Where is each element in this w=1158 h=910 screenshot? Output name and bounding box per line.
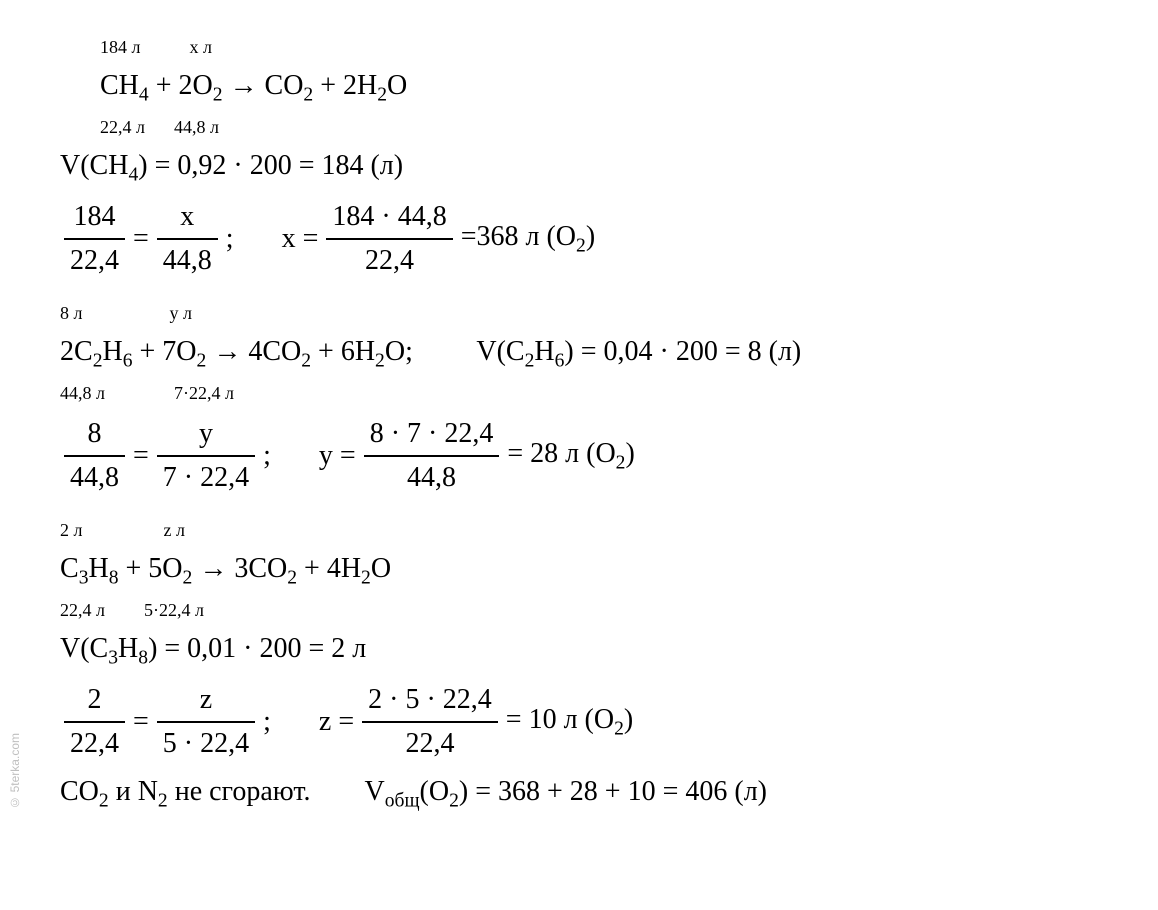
semicolon: ; <box>263 701 271 743</box>
eq1-bot-right: 44,8 л <box>174 117 219 137</box>
result-1: =368 л (O2) <box>461 216 595 261</box>
eq1-top-left: 184 л <box>100 37 140 57</box>
eq1-top-annotations: 184 л х л <box>60 34 1118 61</box>
eq1-reaction: CH4 + 2O2 → CO2 + 2H2O <box>60 65 1118 110</box>
equals: = <box>133 435 149 477</box>
eq2-top-left: 8 л <box>60 303 82 323</box>
frac3a: 2 22,4 <box>64 679 125 765</box>
eq2-bot-annotations: 44,8 л 7·22,4 л <box>60 380 1118 407</box>
frac1b: x 44,8 <box>157 196 218 282</box>
volume-c3h8: V(C3H8) = 0,01 · 200 = 2 л <box>60 628 1118 673</box>
frac2c: 8 · 7 · 22,4 44,8 <box>364 413 500 499</box>
final-left: CO2 и N2 не сгорают. <box>60 776 310 807</box>
eq3-top-annotations: 2 л z л <box>60 517 1118 544</box>
eq3-top-right: z л <box>163 520 184 540</box>
final-line: CO2 и N2 не сгорают. Vобщ(O2) = 368 + 28… <box>60 771 1118 816</box>
result-3: = 10 л (O2) <box>506 699 633 744</box>
watermark: © 5terka.com <box>6 733 24 810</box>
eq2-bot-right: 7·22,4 л <box>174 383 234 403</box>
var-x: x = <box>282 218 319 260</box>
eq1-top-right: х л <box>189 37 211 57</box>
proportion-1: 184 22,4 = x 44,8 ; x = 184 · 44,8 22,4 … <box>60 196 1118 282</box>
frac1c: 184 · 44,8 22,4 <box>326 196 452 282</box>
final-right: Vобщ(O2) = 368 + 28 + 10 = 406 (л) <box>364 776 767 807</box>
eq3-bot-annotations: 22,4 л 5·22,4 л <box>60 597 1118 624</box>
frac1a: 184 22,4 <box>64 196 125 282</box>
semicolon: ; <box>263 435 271 477</box>
eq3-top-left: 2 л <box>60 520 82 540</box>
volume-ch4: V(CH4) = 0,92 · 200 = 184 (л) <box>60 145 1118 190</box>
result-2: = 28 л (O2) <box>507 433 634 478</box>
eq1-bot-annotations: 22,4 л 44,8 л <box>60 114 1118 141</box>
eq2-top-right: y л <box>169 303 191 323</box>
equals: = <box>133 701 149 743</box>
frac3b: z 5 · 22,4 <box>157 679 255 765</box>
eq3-bot-left: 22,4 л <box>60 600 105 620</box>
eq1-bot-left: 22,4 л <box>100 117 145 137</box>
eq3-bot-right: 5·22,4 л <box>144 600 204 620</box>
var-y: y = <box>319 435 356 477</box>
proportion-2: 8 44,8 = y 7 · 22,4 ; y = 8 · 7 · 22,4 4… <box>60 413 1118 499</box>
eq2-reaction-row: 2C2H6 + 7O2 → 4CO2 + 6H2O; V(C2H6) = 0,0… <box>60 331 1118 376</box>
eq2-top-annotations: 8 л y л <box>60 300 1118 327</box>
eq2-bot-left: 44,8 л <box>60 383 105 403</box>
frac3c: 2 · 5 · 22,4 22,4 <box>362 679 498 765</box>
frac2a: 8 44,8 <box>64 413 125 499</box>
eq3-reaction: C3H8 + 5O2 → 3CO2 + 4H2O <box>60 548 1118 593</box>
frac2b: y 7 · 22,4 <box>157 413 255 499</box>
var-z: z = <box>319 701 354 743</box>
proportion-3: 2 22,4 = z 5 · 22,4 ; z = 2 · 5 · 22,4 2… <box>60 679 1118 765</box>
equals: = <box>133 218 149 260</box>
eq2-side: V(C2H6) = 0,04 · 200 = 8 (л) <box>476 336 801 367</box>
semicolon: ; <box>226 218 234 260</box>
